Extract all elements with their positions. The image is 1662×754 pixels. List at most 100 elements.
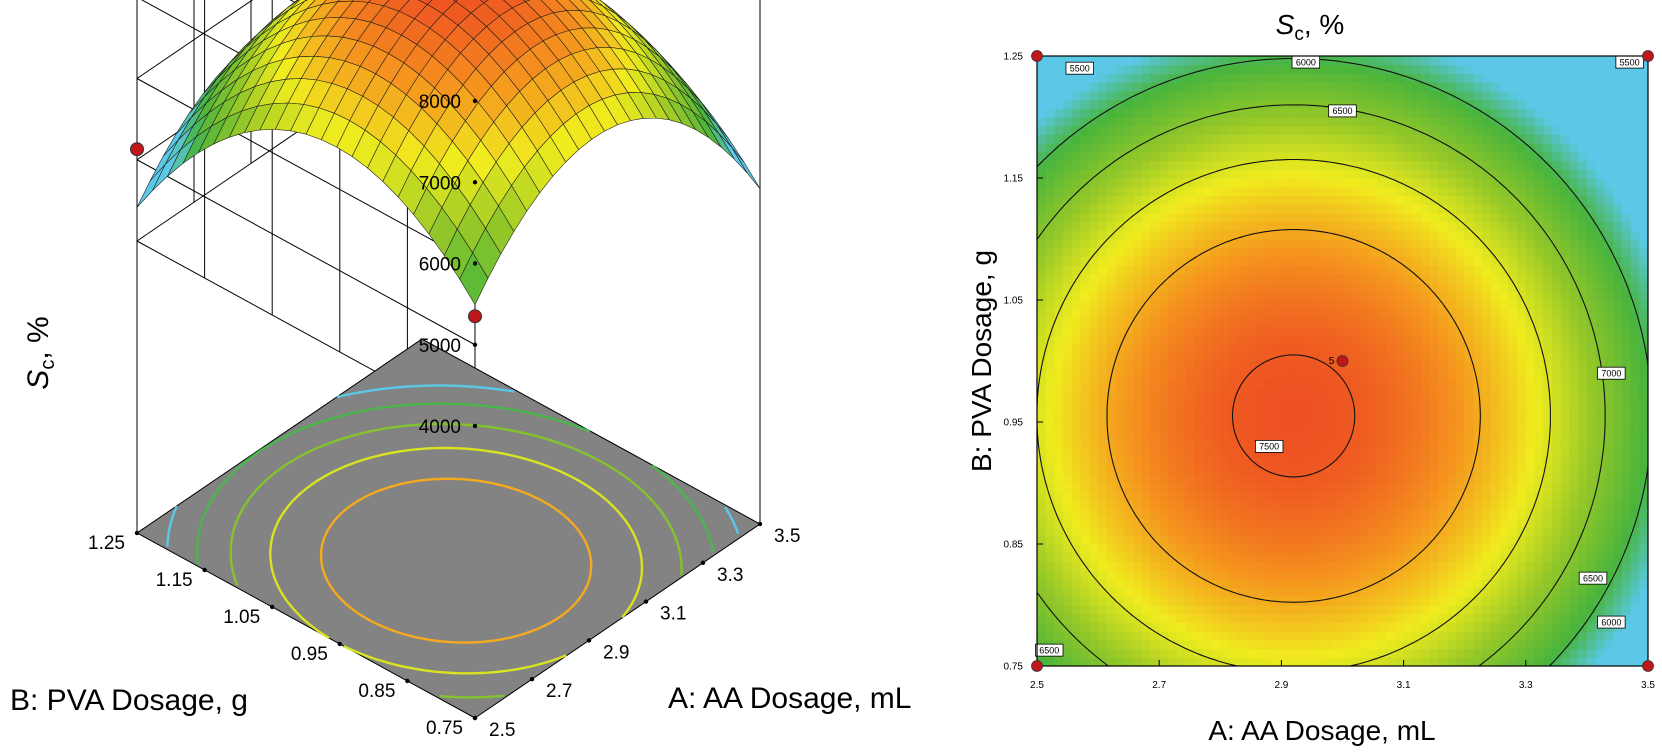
heatmap-cell <box>1569 343 1579 353</box>
heatmap-cell <box>1229 631 1239 641</box>
heatmap-cell <box>1255 517 1265 528</box>
heatmap-cell <box>1202 395 1213 406</box>
heatmap-cell <box>1473 169 1483 179</box>
heatmap-cell <box>1211 465 1221 475</box>
heatmap-cell <box>1133 195 1143 205</box>
heatmap-cell <box>1421 387 1431 397</box>
heatmap-cell <box>1246 648 1256 658</box>
heatmap-cell <box>1429 108 1440 118</box>
heatmap-cell <box>1438 108 1448 118</box>
heatmap-cell <box>1368 64 1379 75</box>
heatmap-cell <box>1307 247 1317 258</box>
heatmap-cell <box>1386 474 1396 484</box>
heatmap-cell <box>1534 247 1544 258</box>
heatmap-cell <box>1037 369 1047 380</box>
heatmap-cell <box>1543 422 1553 432</box>
heatmap-cell <box>1071 99 1082 109</box>
heatmap-cell <box>1412 212 1422 223</box>
heatmap-cell <box>1272 56 1282 66</box>
heatmap-cell <box>1246 369 1256 380</box>
heatmap-cell <box>1229 395 1239 406</box>
heatmap-cell <box>1298 439 1309 449</box>
heatmap-cell <box>1368 622 1379 632</box>
heatmap-cell <box>1351 456 1361 467</box>
heatmap-cell <box>1377 169 1387 179</box>
heatmap-cell <box>1455 509 1466 519</box>
heatmap-cell <box>1237 178 1248 188</box>
heatmap-cell <box>1551 73 1562 83</box>
heatmap-cell <box>1167 509 1178 519</box>
heatmap-cell <box>1342 613 1352 624</box>
heatmap-cell <box>1237 204 1248 214</box>
heatmap-cell <box>1508 500 1518 510</box>
heatmap-cell <box>1569 578 1579 589</box>
heatmap-cell <box>1438 326 1448 336</box>
heatmap-cell <box>1525 404 1536 414</box>
floor-polygon <box>136 338 761 719</box>
heatmap-cell <box>1167 352 1178 362</box>
heatmap-cell <box>1098 247 1108 258</box>
heatmap-cell <box>1325 439 1335 449</box>
heatmap-cell <box>1298 317 1309 327</box>
heatmap-cell <box>1211 500 1221 510</box>
heatmap-cell <box>1290 526 1300 536</box>
heatmap-cell <box>1543 544 1553 554</box>
heatmap-cell <box>1159 544 1169 554</box>
heatmap-cell <box>1255 378 1265 388</box>
heatmap-cell <box>1281 64 1291 75</box>
heatmap-cell <box>1534 456 1544 467</box>
heatmap-cell <box>1246 73 1256 83</box>
heatmap-cell <box>1307 73 1317 83</box>
heatmap-cell <box>1394 195 1405 205</box>
heatmap-cell <box>1290 256 1300 266</box>
heatmap-cell <box>1569 143 1579 153</box>
heatmap-cell <box>1421 535 1431 545</box>
heatmap-cell <box>1176 631 1186 641</box>
heatmap-cell <box>1159 125 1169 136</box>
heatmap-cell <box>1351 578 1361 589</box>
heatmap-cell <box>1255 422 1265 432</box>
heatmap-cell <box>1421 186 1431 197</box>
heatmap-cell <box>1342 535 1352 545</box>
heatmap-cell <box>1124 439 1134 449</box>
heatmap-cell <box>1054 535 1064 545</box>
heatmap-cell <box>1194 247 1204 258</box>
heatmap-cell <box>1263 178 1274 188</box>
heatmap-cell <box>1124 204 1134 214</box>
heatmap-cell <box>1307 439 1317 449</box>
heatmap-cell <box>1124 561 1134 571</box>
heatmap-cell <box>1569 587 1579 597</box>
heatmap-cell <box>1499 587 1509 597</box>
heatmap-cell <box>1333 178 1344 188</box>
heatmap-cell <box>1281 448 1291 458</box>
heatmap-cell <box>1045 596 1056 606</box>
heatmap-cell <box>1229 221 1239 231</box>
heatmap-cell <box>1578 212 1588 223</box>
contour-heatmap <box>1037 56 1648 666</box>
heatmap-cell <box>1517 465 1527 475</box>
heatmap-cell <box>1359 552 1370 563</box>
heatmap-cell <box>1246 317 1256 327</box>
heatmap-cell <box>1080 483 1090 493</box>
heatmap-cell <box>1342 300 1352 310</box>
heatmap-cell <box>1359 169 1370 179</box>
heatmap-cell <box>1508 483 1518 493</box>
heatmap-cell <box>1115 439 1125 449</box>
heatmap-cell <box>1464 596 1475 606</box>
heatmap-cell <box>1525 134 1536 144</box>
heatmap-cell <box>1159 64 1169 75</box>
heatmap-cell <box>1220 509 1230 519</box>
heatmap-cell <box>1133 300 1143 310</box>
heatmap-cell <box>1499 221 1509 231</box>
heatmap-cell <box>1525 430 1536 441</box>
heatmap-cell <box>1045 273 1056 284</box>
heatmap-cell <box>1525 517 1536 528</box>
heatmap-cell <box>1377 544 1387 554</box>
heatmap-cell <box>1394 613 1405 624</box>
heatmap-cell <box>1237 230 1248 240</box>
heatmap-cell <box>1246 90 1256 101</box>
heatmap-cell <box>1534 561 1544 571</box>
heatmap-cell <box>1220 73 1230 83</box>
heatmap-cell <box>1403 186 1413 197</box>
heatmap-cell <box>1080 125 1090 136</box>
